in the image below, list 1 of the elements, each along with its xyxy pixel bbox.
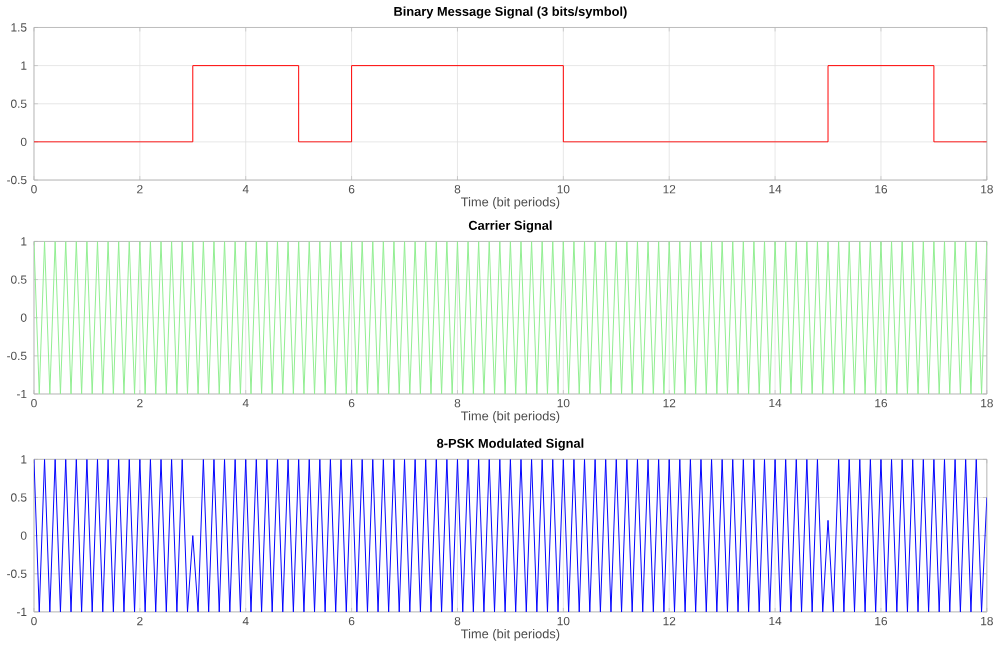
line-series	[33, 459, 987, 613]
